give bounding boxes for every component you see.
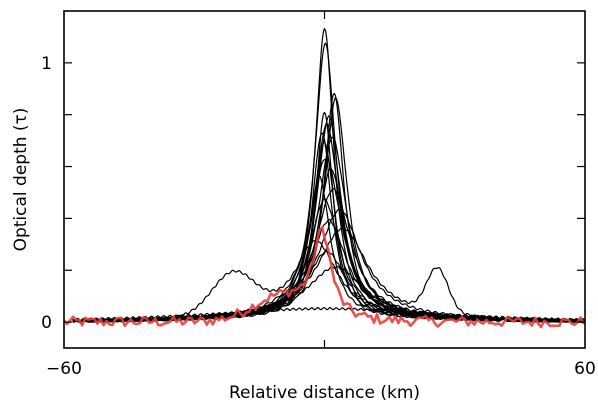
x-tick-label: −60 [46,359,82,379]
x-axis-label: Relative distance (km) [229,383,420,403]
y-tick-labels: 01 [41,54,52,333]
profile-curve [72,265,586,323]
y-tick-label: 1 [41,54,52,74]
highlight-curve-group [63,226,585,329]
highlight-curve [63,226,585,329]
x-tick-label: 60 [574,359,596,379]
y-tick-label: 0 [41,313,52,333]
x-tick-labels: −60 60 [46,359,596,379]
profile-curves [72,28,586,323]
axis-ticks [64,11,585,348]
y-axis-label: Optical depth (τ) [11,108,31,252]
profile-curve [72,307,586,322]
